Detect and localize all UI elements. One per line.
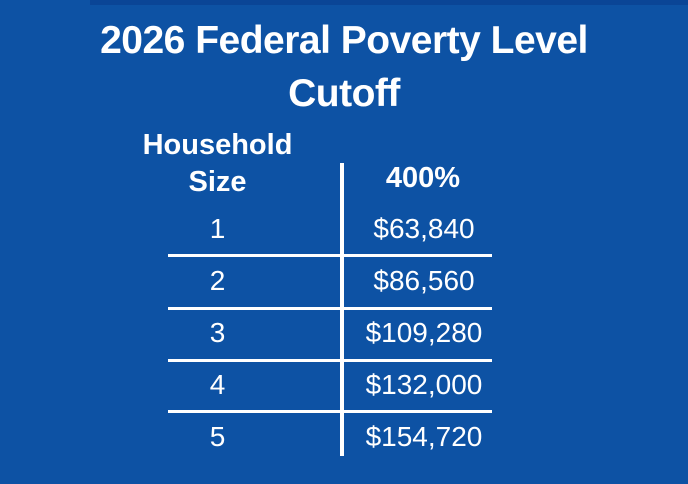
top-edge-strip — [90, 0, 688, 5]
household-size-cell: 5 — [209, 421, 226, 452]
household-size-cell: 2 — [209, 265, 226, 296]
header-size-line: Size — [188, 166, 247, 198]
column-header-household-size: Household Size — [130, 127, 305, 201]
table-body: 1 $63,840 2 $86,560 3 $109,280 4 $132,00… — [130, 203, 499, 463]
income-cutoff-cell: $86,560 — [373, 265, 475, 296]
household-size-cell: 4 — [209, 369, 226, 400]
income-cutoff-cell: $132,000 — [365, 369, 483, 400]
row-divider-line — [168, 410, 492, 413]
title-line-2: Cutoff — [288, 72, 400, 115]
header-household-line: Household — [142, 129, 293, 161]
income-cutoff-cell: $154,720 — [365, 421, 483, 452]
row-divider-line — [168, 307, 492, 310]
column-header-400-percent: 400% — [385, 162, 461, 194]
household-size-cell: 3 — [209, 317, 226, 348]
title-line-1: 2026 Federal Poverty Level — [100, 19, 588, 62]
income-cutoff-cell: $63,840 — [373, 213, 475, 244]
household-size-cell: 1 — [209, 213, 226, 244]
row-divider-line — [168, 254, 492, 257]
income-cutoff-cell: $109,280 — [365, 317, 483, 348]
row-divider-line — [168, 359, 492, 362]
page-title: 2026 Federal Poverty Level Cutoff — [0, 14, 688, 120]
